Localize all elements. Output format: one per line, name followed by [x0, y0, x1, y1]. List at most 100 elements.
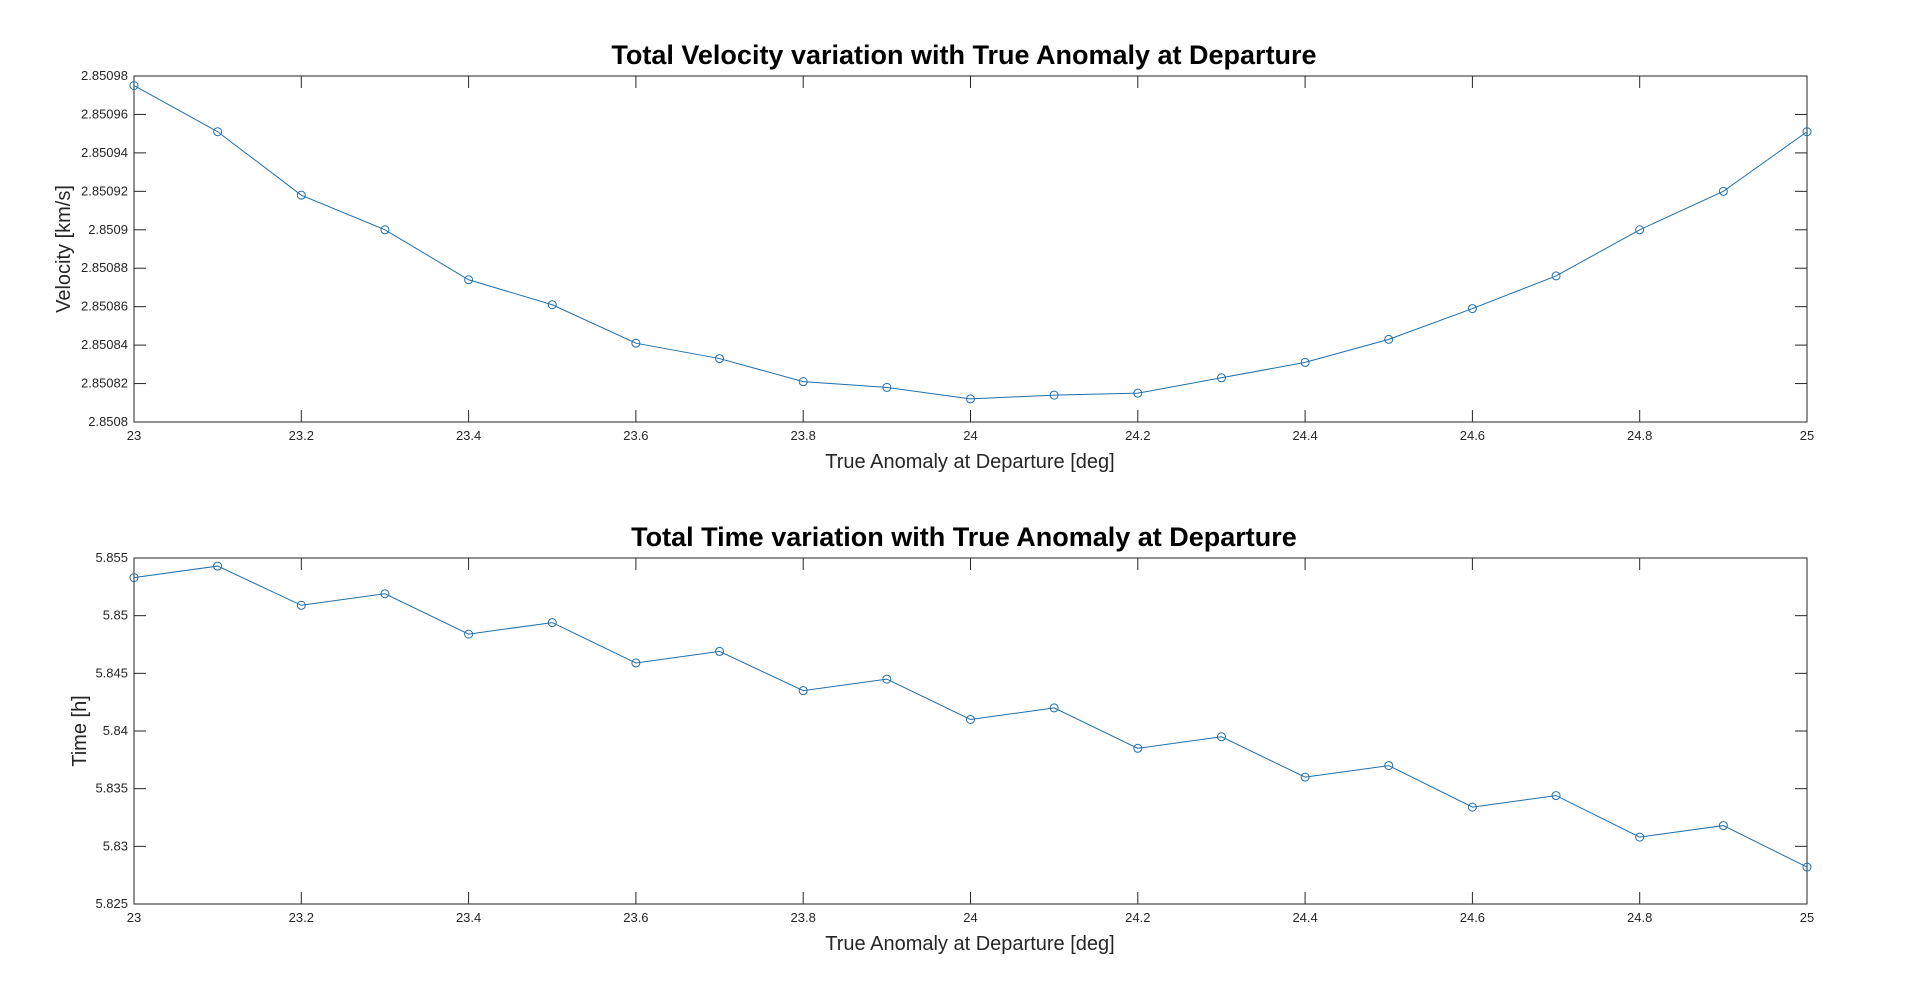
velocity-data-point — [798, 377, 808, 387]
time-data-point — [1216, 732, 1226, 742]
time-y-tick-label: 5.83 — [103, 838, 128, 853]
velocity-data-point — [129, 81, 139, 91]
velocity-plot-area — [133, 75, 1808, 423]
velocity-x-tick-label: 24.6 — [1460, 428, 1485, 443]
velocity-chart: Total Velocity variation with True Anoma… — [53, 40, 1814, 473]
velocity-x-tick-label: 23 — [127, 428, 141, 443]
time-y-tick-label: 5.845 — [95, 665, 128, 680]
time-data-point — [1718, 821, 1728, 831]
velocity-series-line — [133, 85, 1808, 400]
velocity-y-tick-label: 2.85084 — [81, 337, 128, 352]
time-data-point — [631, 658, 641, 668]
velocity-x-tick-label: 23.6 — [623, 428, 648, 443]
velocity-y-tick-label: 2.85092 — [81, 183, 128, 198]
velocity-data-point — [296, 190, 306, 200]
velocity-x-tick-label: 23.4 — [456, 428, 481, 443]
time-data-point — [464, 629, 474, 639]
velocity-y-tick-label: 2.85082 — [81, 376, 128, 391]
velocity-data-point — [882, 382, 892, 392]
time-x-tick-label: 24.2 — [1125, 910, 1150, 925]
time-series-line — [133, 565, 1808, 868]
time-data-point — [213, 561, 223, 571]
time-x-tick-label: 24.4 — [1292, 910, 1317, 925]
velocity-chart-title: Total Velocity variation with True Anoma… — [611, 40, 1316, 70]
velocity-data-point — [547, 300, 557, 310]
time-data-point — [1133, 743, 1143, 753]
velocity-x-tick-label: 24.4 — [1292, 428, 1317, 443]
velocity-data-point — [213, 127, 223, 137]
velocity-x-tick-label: 24.8 — [1627, 428, 1652, 443]
velocity-x-ticks: 23 23.2 23.4 23.6 23.8 24 24.2 24.4 24.6 24.8 25 — [127, 76, 1814, 443]
velocity-data-point — [966, 394, 975, 404]
velocity-data-point — [715, 354, 725, 364]
velocity-y-tick-label: 2.85094 — [81, 145, 128, 160]
velocity-data-point — [1049, 390, 1059, 400]
time-data-point — [129, 573, 139, 583]
time-y-ticks: 5.825 5.83 5.835 5.84 5.845 5.85 5.855 — [95, 550, 1807, 911]
velocity-data-point — [1216, 373, 1226, 383]
time-chart: Total Time variation with True Anomaly a… — [69, 522, 1814, 955]
time-data-point — [1802, 862, 1812, 872]
time-plot-area — [133, 557, 1808, 905]
velocity-data-point — [1467, 304, 1477, 314]
time-data-point — [715, 646, 725, 656]
time-x-tick-label: 24.6 — [1460, 910, 1485, 925]
velocity-data-point — [464, 275, 474, 285]
time-x-ticks: 23 23.2 23.4 23.6 23.8 24 24.2 24.4 24.6 24.8 25 — [127, 558, 1814, 925]
velocity-x-tick-label: 23.8 — [791, 428, 816, 443]
time-data-point — [1551, 791, 1561, 801]
velocity-y-tick-label: 2.85086 — [81, 299, 128, 314]
time-y-tick-label: 5.85 — [103, 608, 128, 623]
velocity-y-tick-label: 2.85088 — [81, 260, 128, 275]
velocity-data-point — [631, 338, 641, 348]
time-data-point — [296, 600, 306, 610]
velocity-x-tick-label: 24 — [963, 428, 977, 443]
time-data-point — [380, 589, 390, 599]
time-x-axis-label: True Anomaly at Departure [deg] — [825, 933, 1114, 955]
time-data-point — [798, 686, 808, 696]
time-data-point — [966, 714, 975, 724]
time-x-tick-label: 23.8 — [791, 910, 816, 925]
velocity-x-axis-label: True Anomaly at Departure [deg] — [825, 451, 1114, 473]
time-data-point — [1049, 703, 1059, 713]
velocity-y-tick-label: 2.8508 — [88, 414, 128, 429]
velocity-data-point — [1802, 127, 1812, 137]
velocity-data-point — [1384, 334, 1394, 344]
time-data-point — [1300, 772, 1310, 782]
time-y-tick-label: 5.825 — [95, 896, 128, 911]
velocity-y-tick-label: 2.85096 — [81, 106, 128, 121]
time-x-tick-label: 23.4 — [456, 910, 481, 925]
time-x-tick-label: 25 — [1800, 910, 1814, 925]
time-data-point — [1467, 802, 1477, 812]
time-data-point — [1635, 832, 1645, 842]
velocity-data-point — [380, 225, 390, 235]
velocity-y-tick-label: 2.85098 — [81, 68, 128, 83]
time-data-point — [882, 674, 892, 684]
velocity-data-point — [1635, 225, 1645, 235]
velocity-y-tick-label: 2.8509 — [88, 222, 128, 237]
velocity-x-tick-label: 23.2 — [289, 428, 314, 443]
time-x-tick-label: 23.6 — [623, 910, 648, 925]
velocity-x-tick-label: 25 — [1800, 428, 1814, 443]
velocity-data-point — [1551, 271, 1561, 281]
time-x-tick-label: 23.2 — [289, 910, 314, 925]
time-x-tick-label: 23 — [127, 910, 141, 925]
time-y-tick-label: 5.855 — [95, 550, 128, 565]
velocity-y-ticks: 2.8508 2.85082 2.85084 2.85086 2.85088 2.8509… — [81, 68, 1807, 429]
time-data-point — [547, 618, 557, 628]
velocity-data-point — [1300, 357, 1310, 367]
velocity-y-axis-label: Velocity [km/s] — [53, 185, 75, 313]
time-y-tick-label: 5.835 — [95, 781, 128, 796]
time-x-tick-label: 24.8 — [1627, 910, 1652, 925]
time-y-tick-label: 5.84 — [103, 723, 128, 738]
velocity-data-point — [1133, 388, 1143, 398]
velocity-series-markers — [129, 81, 1812, 404]
velocity-x-tick-label: 24.2 — [1125, 428, 1150, 443]
velocity-data-point — [1718, 186, 1728, 196]
time-series-markers — [129, 561, 1812, 872]
time-x-tick-label: 24 — [963, 910, 977, 925]
time-data-point — [1384, 761, 1394, 771]
time-y-axis-label: Time [h] — [69, 695, 91, 767]
time-chart-title: Total Time variation with True Anomaly a… — [631, 522, 1297, 552]
